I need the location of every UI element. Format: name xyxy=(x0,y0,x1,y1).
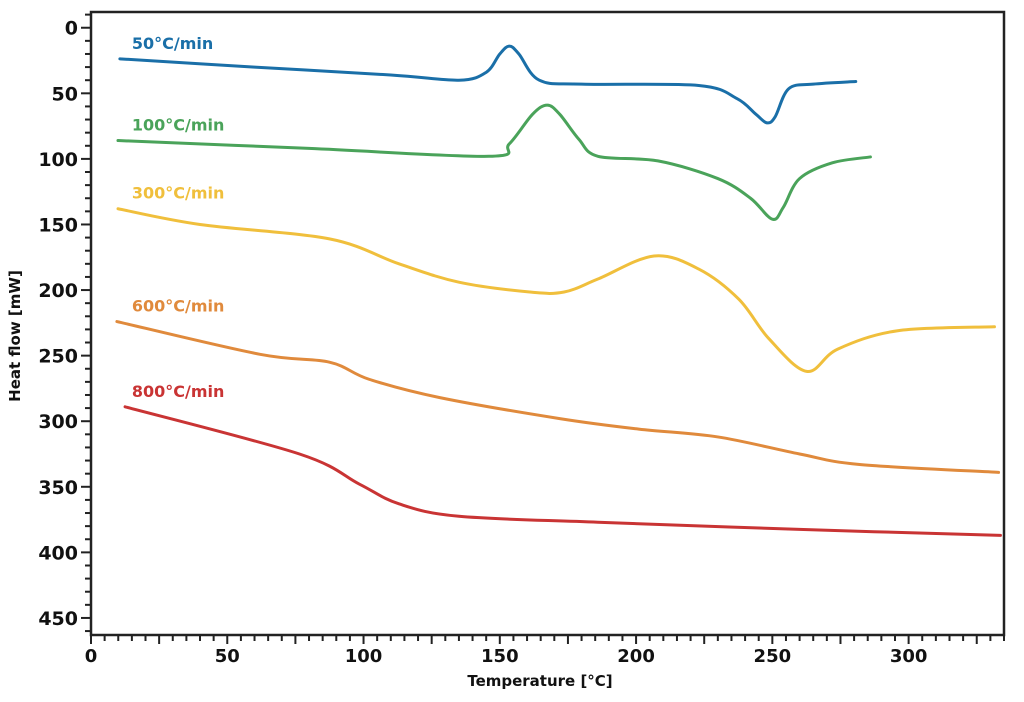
plot-frame xyxy=(89,10,1006,637)
y-tick-label: 400 xyxy=(38,542,78,564)
series-line-0 xyxy=(118,44,858,125)
y-tick-label: 350 xyxy=(38,477,78,499)
y-tick-label: 450 xyxy=(38,608,78,630)
series-line-4 xyxy=(123,405,1002,537)
series-label-4: 800°C/min xyxy=(132,382,225,401)
x-tick-label: 0 xyxy=(85,646,98,667)
x-tick-label: 250 xyxy=(754,646,792,667)
y-tick-label: 0 xyxy=(65,18,78,40)
x-axis-label: Temperature [°C] xyxy=(467,672,612,690)
axes: 0 50 100 150 200 250 300 0 50 100 150 200 250 300 350 4… xyxy=(38,10,1006,667)
series-label-3: 600°C/min xyxy=(132,297,225,316)
y-tick-label: 50 xyxy=(52,83,78,105)
x-tick-label: 200 xyxy=(617,646,655,667)
series-label-2: 300°C/min xyxy=(132,184,225,203)
x-tick-label: 50 xyxy=(215,646,240,667)
series-line-2 xyxy=(116,207,996,373)
y-tick-label: 100 xyxy=(38,149,78,171)
series-line-3 xyxy=(115,320,1001,474)
y-axis-label: Heat flow [mW] xyxy=(6,270,24,402)
y-tick-label: 150 xyxy=(38,214,78,236)
y-tick-label: 200 xyxy=(38,280,78,302)
series-label-1: 100°C/min xyxy=(132,116,225,135)
y-tick-label: 300 xyxy=(38,411,78,433)
series-line-1 xyxy=(116,103,872,221)
series-group: 50°C/min 100°C/min 300°C/min 600°C/min 800°C… xyxy=(115,34,1002,537)
x-tick-label: 150 xyxy=(481,646,519,667)
y-tick-label: 250 xyxy=(38,346,78,368)
series-label-0: 50°C/min xyxy=(132,34,213,53)
x-tick-label: 300 xyxy=(890,646,928,667)
x-tick-label: 100 xyxy=(345,646,383,667)
